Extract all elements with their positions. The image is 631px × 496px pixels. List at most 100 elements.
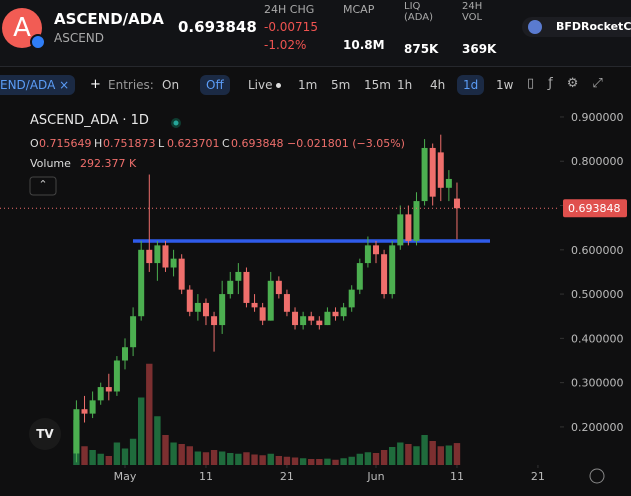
candle-body [340,307,347,317]
candle-body [146,249,153,264]
candle-body [122,347,128,361]
volume-bar [291,457,299,465]
volume-bar [129,438,137,465]
candle-body [397,214,404,246]
candle-body [348,289,355,308]
ohlc-key: C [222,137,230,150]
volume-bar [445,445,453,465]
candle-body [243,271,250,303]
volume-bar [308,459,315,465]
candle-body [275,280,282,295]
live-button[interactable]: Live [248,78,273,92]
volume-bar [170,442,177,465]
stat-value: 875K [404,42,439,56]
x-tick-label: 11 [199,470,213,483]
candle-body [413,201,420,241]
candle-body [292,311,299,326]
volume-bar [364,452,372,465]
off-button[interactable]: Off [200,75,230,95]
volume-bar [453,443,461,465]
candle-body [373,245,379,255]
x-tick-label: Jun [366,470,384,483]
volume-bar [186,446,193,465]
candle-body [453,198,460,209]
candle-body [211,316,218,326]
volume-bar [380,450,388,465]
volume-bar [202,452,210,465]
y-tick-label: 0.200000 [571,421,624,434]
stat-sub: -1.02% [264,38,307,52]
interval-button[interactable]: 1m [298,78,318,92]
y-tick-label: 0.900000 [571,111,624,124]
volume-bar [437,446,444,465]
interval-button[interactable]: 5m [331,78,351,92]
interval-button[interactable]: 4h [430,78,446,92]
symbol-tab[interactable]: END/ADA × [0,75,76,95]
candle-body [300,316,307,326]
volume-bar [372,453,380,465]
interval-button[interactable]: 1h [397,78,413,92]
y-tick-label: 0.500000 [571,288,624,301]
volume-bar [97,453,104,465]
user-chip[interactable] [522,17,631,37]
live-dot [276,83,281,88]
ohlc-value: 0.623701 [167,137,220,150]
volume-bar [429,441,436,465]
interval-button[interactable]: 1w [496,78,514,92]
volume-bar [332,459,339,465]
toolbar-icons[interactable]: ▯ƒ⚙⤢ [527,76,617,91]
candle-body [364,245,371,264]
last-price-tag [563,199,627,218]
candle-body [421,147,428,202]
ohlc-key: O [30,137,39,150]
price: 0.693848 [178,18,257,36]
interval-button[interactable]: 1d [457,75,485,95]
x-tick-label: 21 [280,470,294,483]
volume-bar [340,458,347,465]
volume-bar [235,453,242,465]
candle-body [178,258,185,290]
volume-bar [162,435,169,465]
volume-value: 292.377 K [80,157,137,170]
candle-body [332,311,339,317]
x-tick-label: 11 [450,470,464,483]
ohlc-value: 0.715649 [39,137,92,150]
volume-bar [251,454,258,465]
tv-logo [29,418,61,450]
close-tab[interactable]: × [59,78,70,92]
add-button[interactable]: + [90,77,101,92]
volume-bar [218,451,226,465]
stat-value: 10.8M [343,38,385,52]
ohlc-value: 0.751873 [103,137,156,150]
candle-body [89,400,96,414]
interval-button[interactable]: 15m [364,78,391,92]
volume-bar [324,458,331,465]
candle-body [138,249,145,317]
user-name[interactable]: BFDRocketC [556,20,631,33]
volume-bar [267,453,274,465]
stat-label: 24H VOL [462,1,483,23]
candle-body [113,360,120,392]
change-value: −0.021801 (−3.05%) [287,137,405,150]
settings-icon[interactable] [589,468,605,484]
x-tick-label: 21 [531,470,545,483]
candle-body [251,302,258,308]
volume-bar [356,453,364,465]
stat-value: 369K [462,42,497,56]
collapse-button[interactable] [29,176,57,196]
on-button[interactable]: On [162,78,180,92]
candle-body [73,409,80,454]
candle-body [437,152,444,188]
candle-body [405,214,412,241]
y-tick-label: 0.400000 [571,332,624,345]
candle-body [283,294,290,312]
ohlc-value: 0.693848 [231,137,284,150]
avatar [528,20,542,34]
volume-bar [348,456,355,465]
svg-text:TV: TV [36,427,54,441]
volume-bar [154,416,161,465]
ohlc-key: H [94,137,102,150]
pair: ASCEND/ADA [54,10,164,28]
